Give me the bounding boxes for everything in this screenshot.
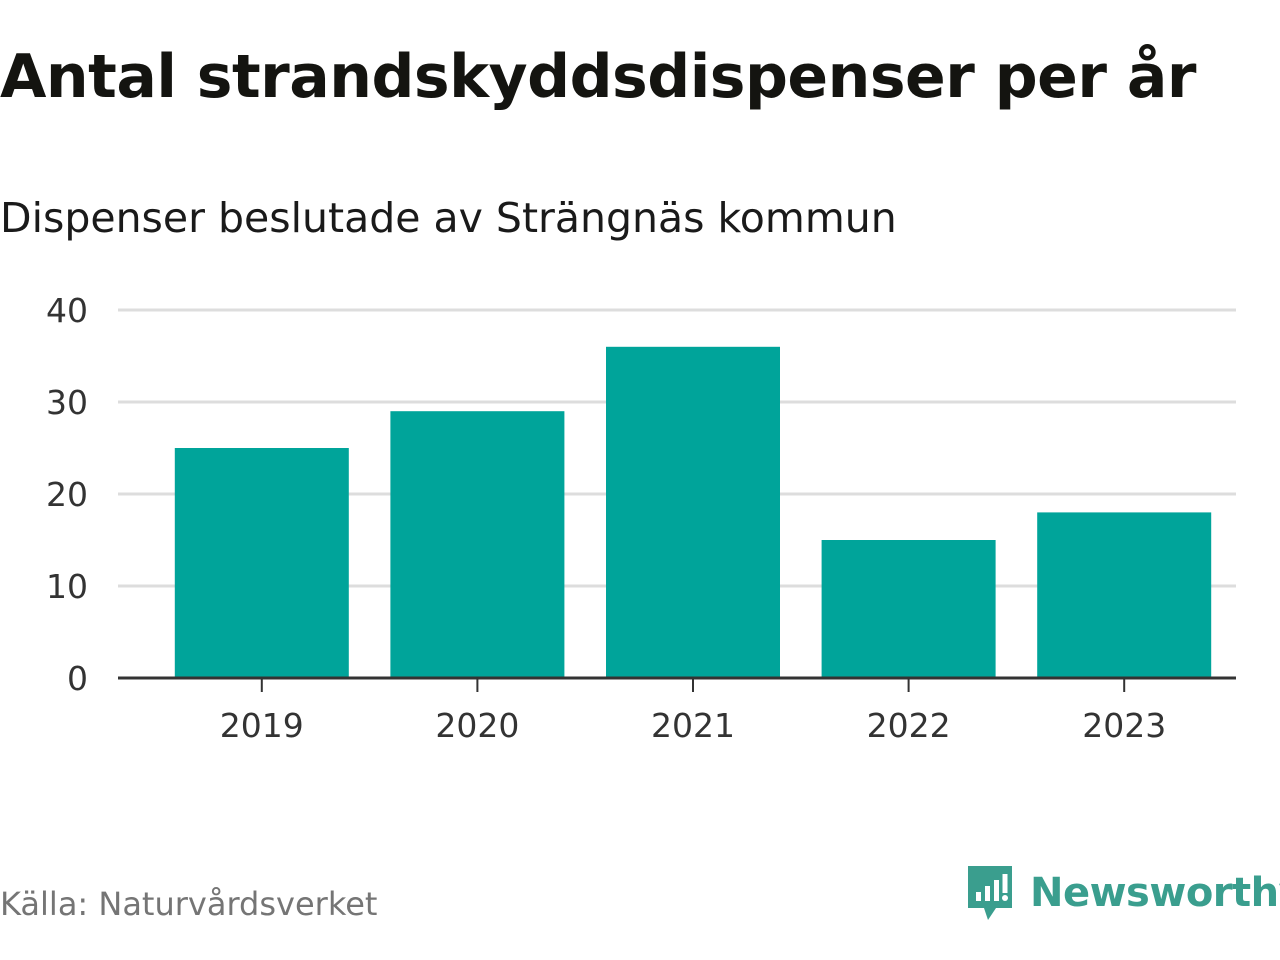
x-tick-label: 2023 [1082, 706, 1166, 745]
newsworthy-logo-icon [964, 862, 1016, 924]
y-tick-label: 0 [67, 659, 88, 698]
bar-2022[interactable] [822, 540, 996, 678]
x-tick-label: 2022 [867, 706, 951, 745]
x-tick-label: 2019 [220, 706, 304, 745]
y-tick-label: 40 [46, 291, 88, 330]
bar-2020[interactable] [390, 411, 564, 678]
bar-2021[interactable] [606, 347, 780, 678]
brand-name: Newsworthy [1030, 870, 1280, 916]
bar-2023[interactable] [1037, 512, 1211, 678]
y-tick-label: 30 [46, 383, 88, 422]
y-tick-label: 10 [46, 567, 88, 606]
y-tick-label: 20 [46, 475, 88, 514]
brand-logo[interactable]: Newsworthy [964, 862, 1280, 924]
bar-2019[interactable] [175, 448, 349, 678]
source-note: Källa: Naturvårdsverket [0, 885, 377, 923]
x-tick-label: 2020 [435, 706, 519, 745]
x-tick-label: 2021 [651, 706, 735, 745]
bar-chart: 0 10 20 30 40 2019 2020 2021 2022 2023 [0, 0, 1280, 960]
